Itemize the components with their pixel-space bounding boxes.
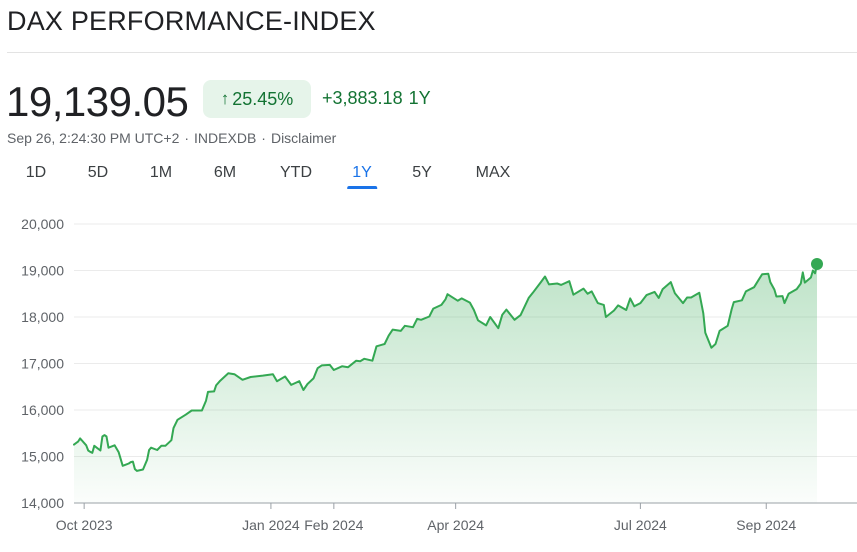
y-tick-label: 15,000 <box>21 449 64 465</box>
tab-ytd[interactable]: YTD <box>280 164 312 181</box>
x-tick-label: Sep 2024 <box>736 517 796 533</box>
y-tick-label: 20,000 <box>21 216 64 232</box>
meta-separator: · <box>261 130 266 146</box>
disclaimer-link[interactable]: Disclaimer <box>270 130 337 146</box>
quote-meta: Sep 26, 2:24:30 PM UTC+2 · INDEXDB · Disclai… <box>7 130 336 146</box>
y-tick-label: 14,000 <box>21 495 64 511</box>
y-tick-label: 16,000 <box>21 402 64 418</box>
percent-change-badge: ↑ 25.45% <box>203 80 311 118</box>
series-line <box>73 263 818 472</box>
tab-1m[interactable]: 1M <box>149 164 173 181</box>
absolute-change: +3,883.18 1Y <box>322 88 431 109</box>
tab-max[interactable]: MAX <box>475 164 511 181</box>
tab-5y[interactable]: 5Y <box>412 164 432 181</box>
tab-5d[interactable]: 5D <box>87 164 109 181</box>
x-tick-label: Jul 2024 <box>614 517 667 533</box>
y-tick-label: 19,000 <box>21 263 64 279</box>
quote-timestamp: Sep 26, 2:24:30 PM UTC+2 <box>7 130 180 146</box>
change-period: 1Y <box>408 88 431 108</box>
x-tick-label: Apr 2024 <box>427 517 484 533</box>
tab-1d[interactable]: 1D <box>25 164 47 181</box>
tab-6m[interactable]: 6M <box>213 164 237 181</box>
meta-separator: · <box>184 130 190 146</box>
last-price-dot <box>811 258 823 271</box>
range-tabs: 1D 5D 1M 6M YTD 1Y 5Y MAX <box>0 160 560 190</box>
x-tick-label: Feb 2024 <box>304 517 363 533</box>
y-tick-label: 18,000 <box>21 309 64 325</box>
y-tick-label: 17,000 <box>21 356 64 372</box>
tab-1y[interactable]: 1Y <box>347 160 377 189</box>
current-price: 19,139.05 <box>6 78 189 125</box>
x-tick-label: Jan 2024 <box>242 517 300 533</box>
exchange-name: INDEXDB <box>194 130 257 146</box>
price-chart[interactable]: 14,000 15,000 16,000 17,000 18,000 19,000 20,0… <box>0 200 857 552</box>
page-title: DAX PERFORMANCE-INDEX <box>7 6 376 36</box>
series-area-fill <box>74 264 817 503</box>
header-divider <box>7 52 857 53</box>
x-tick-label: Oct 2023 <box>56 517 113 533</box>
absolute-change-value: +3,883.18 <box>322 88 403 108</box>
percent-change-value: 25.45% <box>232 88 294 109</box>
arrow-up-icon: ↑ <box>220 89 230 108</box>
